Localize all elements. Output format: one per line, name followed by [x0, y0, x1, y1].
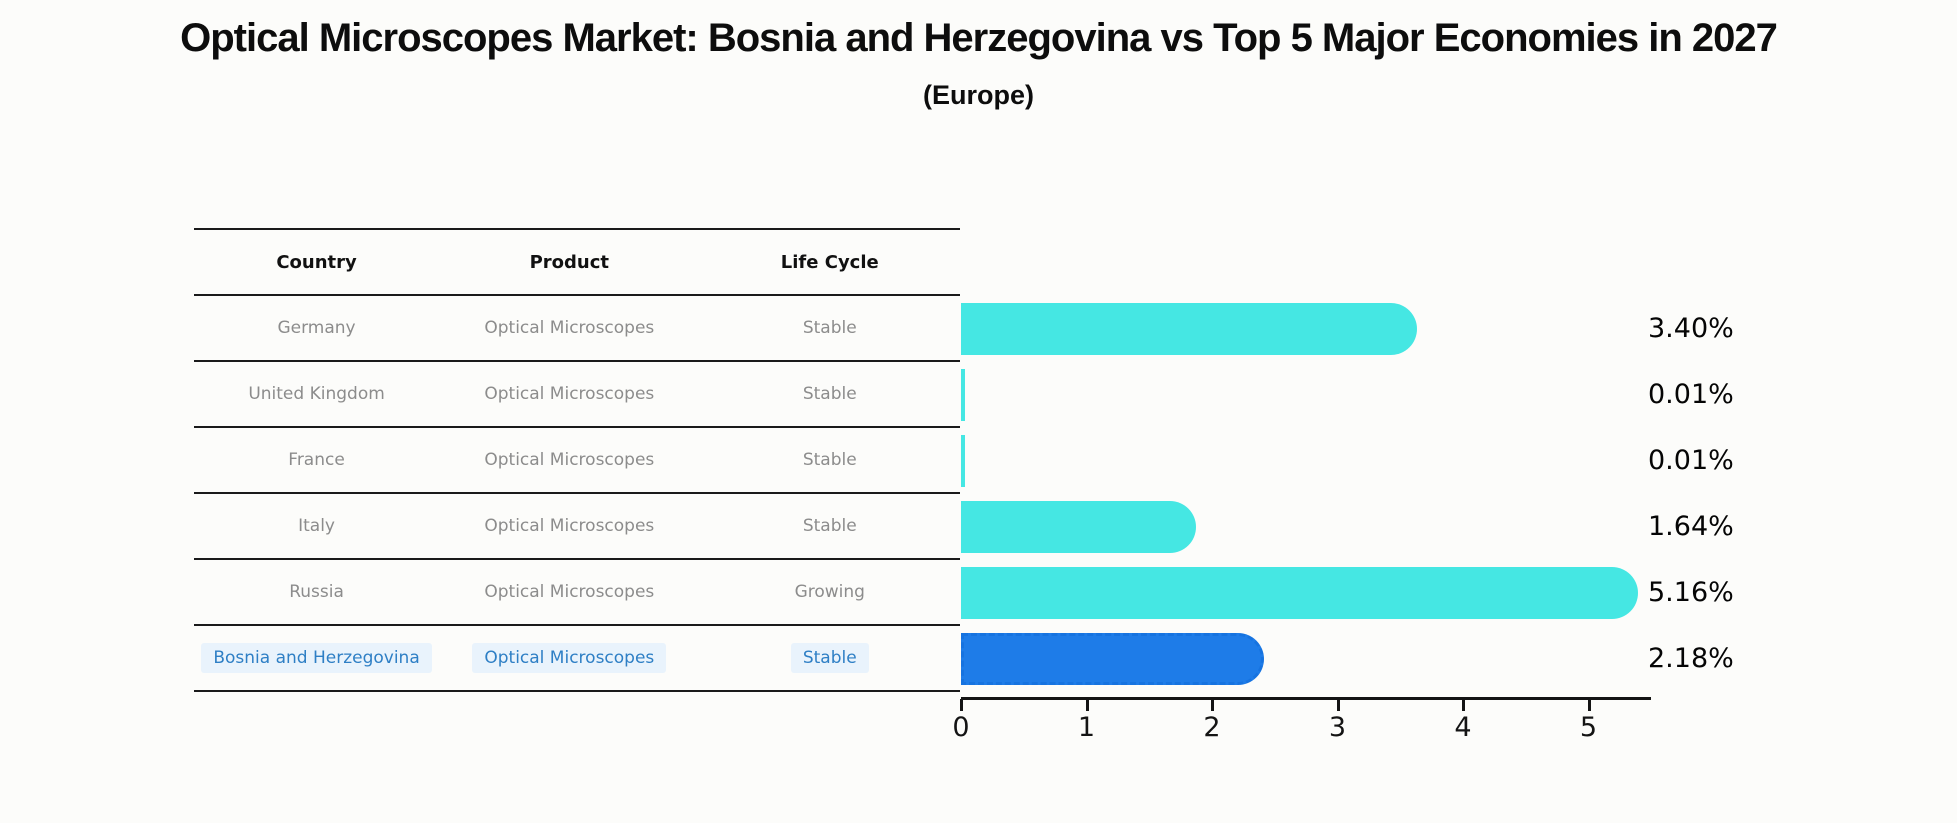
x-axis-tick-label-4: 4 [1454, 712, 1472, 743]
x-axis-tick-2 [1211, 699, 1214, 711]
life-cycle-text: Stable [802, 450, 857, 470]
table-header-row: Country Product Life Cycle [194, 230, 960, 296]
chart-title: Optical Microscopes Market: Bosnia and H… [180, 16, 1778, 60]
bar-russia [961, 567, 1638, 619]
bar-france [961, 435, 965, 487]
product-cell: Optical Microscopes [439, 643, 699, 673]
product-cell: Optical Microscopes [439, 379, 699, 409]
country-table: Country Product Life Cycle Germany Optica… [194, 228, 960, 692]
value-label-italy: 1.64% [1648, 511, 1734, 542]
bar-united-kingdom [961, 369, 965, 421]
value-label-united-kingdom: 0.01% [1648, 379, 1734, 410]
country-text: United Kingdom [248, 384, 385, 404]
product-text: Optical Microscopes [484, 384, 655, 404]
value-label-france: 0.01% [1648, 445, 1734, 476]
life-cycle-cell: Stable [700, 511, 960, 541]
chart-subtitle: (Europe) [923, 80, 1034, 110]
product-cell: Optical Microscopes [439, 445, 699, 475]
x-axis-tick-label-5: 5 [1579, 712, 1598, 743]
life-cycle-text: Stable [790, 643, 869, 673]
country-cell: Italy [194, 511, 439, 541]
x-axis-tick-0 [960, 699, 963, 711]
value-label-germany: 3.40% [1648, 313, 1734, 344]
column-header-life-cycle: Life Cycle [780, 251, 879, 273]
country-text: Italy [298, 516, 335, 536]
value-label-bosnia-and-herzegovina: 2.18% [1648, 643, 1734, 674]
table-row-united-kingdom: United Kingdom Optical Microscopes Stable [194, 362, 960, 428]
column-header-country: Country [276, 251, 357, 273]
x-axis-tick-label-3: 3 [1328, 712, 1347, 743]
column-header-product: Product [529, 251, 610, 273]
country-text: France [288, 450, 345, 470]
life-cycle-cell: Stable [700, 379, 960, 409]
table-row-bosnia-and-herzegovina: Bosnia and Herzegovina Optical Microscope… [194, 626, 960, 692]
x-axis-tick-5 [1587, 699, 1591, 711]
product-text: Optical Microscopes [484, 450, 655, 470]
country-cell: France [194, 445, 439, 475]
life-cycle-cell: Growing [700, 577, 960, 607]
table-row-russia: Russia Optical Microscopes Growing [194, 560, 960, 626]
table-row-italy: Italy Optical Microscopes Stable [194, 494, 960, 560]
bar-bosnia-and-herzegovina [961, 633, 1264, 685]
x-axis-tick-label-2: 2 [1203, 712, 1221, 743]
country-cell: Germany [194, 313, 439, 343]
life-cycle-text: Stable [802, 516, 857, 536]
bar-germany [961, 303, 1417, 355]
x-axis-tick-4 [1462, 699, 1465, 711]
table-row-france: France Optical Microscopes Stable [194, 428, 960, 494]
product-text: Optical Microscopes [472, 643, 667, 673]
bar-chart: 3.40% 0.01% 0.01% 1.64% 5.16% 2.18% 0 1 2 3 4 5 [952, 0, 1957, 823]
life-cycle-cell: Stable [700, 643, 960, 673]
life-cycle-text: Stable [802, 318, 857, 338]
table-row-germany: Germany Optical Microscopes Stable [194, 296, 960, 362]
country-text: Bosnia and Herzegovina [201, 643, 432, 673]
life-cycle-text: Growing [794, 582, 865, 602]
table-body: Germany Optical Microscopes Stable United K… [194, 296, 960, 692]
x-axis-tick-label-1: 1 [1077, 712, 1096, 743]
x-axis-tick-1 [1085, 699, 1089, 711]
product-cell: Optical Microscopes [439, 577, 699, 607]
country-text: Germany [277, 318, 356, 338]
x-axis-tick-label-0: 0 [952, 712, 970, 743]
country-text: Russia [289, 582, 344, 602]
bar-italy [961, 501, 1196, 553]
product-text: Optical Microscopes [484, 516, 655, 536]
life-cycle-cell: Stable [700, 445, 960, 475]
country-cell: Russia [194, 577, 439, 607]
value-label-russia: 5.16% [1648, 577, 1734, 608]
country-cell: Bosnia and Herzegovina [194, 643, 439, 673]
product-text: Optical Microscopes [484, 582, 655, 602]
product-cell: Optical Microscopes [439, 511, 699, 541]
x-axis-tick-3 [1336, 699, 1340, 711]
product-text: Optical Microscopes [484, 318, 655, 338]
country-cell: United Kingdom [194, 379, 439, 409]
x-axis-line [961, 697, 1651, 700]
product-cell: Optical Microscopes [439, 313, 699, 343]
life-cycle-cell: Stable [700, 313, 960, 343]
life-cycle-text: Stable [802, 384, 857, 404]
